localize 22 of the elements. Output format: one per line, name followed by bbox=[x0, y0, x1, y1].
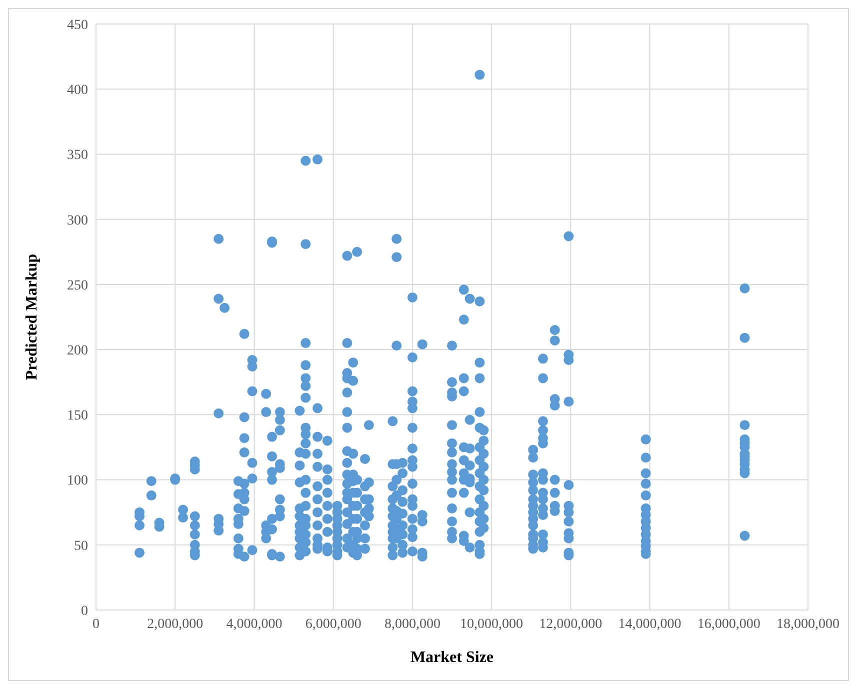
x-tick-label: 4,000,000 bbox=[226, 616, 282, 632]
x-tick-label: 16,000,000 bbox=[697, 616, 760, 632]
y-tick-label: 250 bbox=[67, 278, 88, 294]
y-tick-label: 200 bbox=[67, 344, 88, 359]
y-tick-label: 400 bbox=[67, 83, 88, 98]
y-tick-label: 450 bbox=[67, 18, 88, 33]
x-axis-title: Market Size bbox=[410, 649, 494, 666]
y-tick-label: 100 bbox=[67, 474, 88, 489]
x-tick-label: 0 bbox=[92, 616, 100, 632]
x-tick-label: 2,000,000 bbox=[147, 616, 204, 632]
x-tick-label: 6,000,000 bbox=[305, 616, 362, 632]
y-tick-label: 50 bbox=[74, 538, 88, 554]
y-tick-label: 150 bbox=[67, 408, 88, 424]
x-tick-label: 14,000,000 bbox=[618, 616, 682, 632]
y-axis-title: Predicted Markup bbox=[24, 254, 41, 380]
x-tick-label: 18,000,000 bbox=[776, 616, 840, 632]
y-tick-label: 0 bbox=[81, 604, 88, 619]
x-tick-label: 10,000,000 bbox=[460, 616, 524, 632]
y-tick-label: 300 bbox=[67, 213, 88, 228]
x-tick-label: 8,000,000 bbox=[384, 616, 440, 632]
x-tick-label: 12,000,000 bbox=[539, 616, 602, 632]
y-tick-label: 350 bbox=[67, 148, 88, 164]
